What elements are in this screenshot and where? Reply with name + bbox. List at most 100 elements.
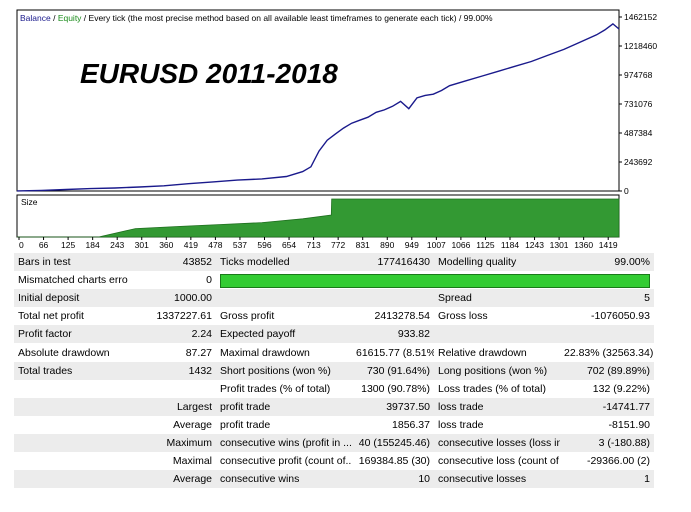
report-cell-label-b: profit trade	[216, 415, 352, 434]
chart-svg: Balance / Equity / Every tick (the most …	[16, 9, 657, 250]
y-tick-label: 487384	[624, 128, 653, 138]
x-tick-label: 0	[19, 240, 24, 250]
y-tick-label: 974768	[624, 70, 653, 80]
legend-mode: Every tick (the most precise method base…	[89, 13, 457, 23]
report-cell-label-c: consecutive losses (loss in ...	[434, 433, 560, 453]
report-cell-value-a: 1432	[128, 361, 216, 380]
legend-equity: Equity	[58, 13, 82, 23]
x-tick-label: 66	[39, 240, 49, 250]
report-cell-value-a: 1337227.61	[128, 307, 216, 326]
report-cell-label-a	[14, 397, 128, 416]
report-body: Bars in test 43852 Ticks modelled 177416430…	[14, 253, 654, 489]
report-cell-label-b: Maximal drawdown	[216, 343, 352, 362]
report-cell-label-c: Gross loss	[434, 307, 560, 326]
x-tick-label: 713	[307, 240, 321, 250]
modelling-quality-bar-cell	[216, 271, 654, 290]
report-cell-label-b: Expected payoff	[216, 325, 352, 344]
report-row: Total trades 1432 Short positions (won %) 7…	[14, 361, 654, 380]
report-cell-value-a: Maximal	[128, 452, 216, 471]
chart-area: Balance / Equity / Every tick (the most …	[0, 0, 691, 252]
report-cell-value-b: 10	[352, 470, 434, 489]
balance-series-group	[16, 23, 620, 192]
x-tick-label: 125	[61, 240, 75, 250]
report-table: Bars in test 43852 Ticks modelled 177416430…	[14, 253, 654, 489]
report-cell-label-a	[14, 415, 128, 434]
x-tick-label: 949	[405, 240, 419, 250]
report-cell-value-b: 40 (155245.46)	[352, 433, 434, 453]
x-axis-ticks: 0 66 125 184 243 301 360 419 478 537 596 654 713 772 8…	[18, 237, 618, 250]
report-cell-label-c: consecutive loss (count of l...	[434, 452, 560, 471]
report-cell-value-a: 43852	[128, 253, 216, 272]
x-tick-label: 419	[184, 240, 198, 250]
report-cell-value-b	[352, 289, 434, 308]
x-tick-label: 537	[233, 240, 247, 250]
report-row: Profit trades (% of total) 1300 (90.78%) L…	[14, 379, 654, 398]
x-tick-label: 478	[208, 240, 222, 250]
x-tick-label: 1301	[550, 240, 569, 250]
report-cell-label-b	[216, 289, 352, 308]
report-cell-value-c	[560, 325, 654, 344]
report-cell-label-c: Spread	[434, 289, 560, 308]
y-tick-label: 243692	[624, 157, 653, 167]
report-cell-value-b: 177416430	[352, 253, 434, 272]
report-cell-label-a: Mismatched charts errors	[14, 271, 128, 290]
report-cell-value-c: -8151.90	[560, 415, 654, 434]
report-cell-value-a: 0	[128, 271, 216, 290]
report-row: Initial deposit 1000.00 Spread 5	[14, 289, 654, 308]
size-label: Size	[21, 197, 38, 207]
report-cell-label-c: loss trade	[434, 397, 560, 416]
modelling-quality-bar	[220, 274, 650, 289]
x-tick-label: 654	[282, 240, 296, 250]
x-tick-label: 1125	[476, 240, 495, 250]
report-cell-label-a: Bars in test	[14, 253, 128, 272]
report-cell-value-c: -14741.77	[560, 397, 654, 416]
x-tick-label: 301	[135, 240, 149, 250]
report-cell-label-c: Long positions (won %)	[434, 361, 560, 380]
report-cell-value-b: 1856.37	[352, 415, 434, 434]
report-cell-value-c: 5	[560, 289, 654, 308]
report-cell-value-a: 2.24	[128, 325, 216, 344]
x-tick-label: 831	[356, 240, 370, 250]
report-cell-value-a: Largest	[128, 397, 216, 416]
y-tick-label: 1218460	[624, 41, 657, 51]
report-cell-value-b: 61615.77 (8.51%)	[352, 343, 434, 362]
size-area	[17, 198, 620, 238]
x-tick-label: 360	[159, 240, 173, 250]
report-cell-value-b: 39737.50	[352, 397, 434, 416]
report-cell-label-b: profit trade	[216, 397, 352, 416]
balance-panel-frame	[16, 9, 620, 192]
x-tick-label: 1066	[451, 240, 470, 250]
report-cell-value-b: 1300 (90.78%)	[352, 379, 434, 398]
overlay-title: EURUSD 2011-2018	[80, 58, 338, 89]
report-row: Total net profit 1337227.61 Gross profit 24…	[14, 307, 654, 326]
report-cell-label-a	[14, 452, 128, 471]
x-tick-label: 1360	[574, 240, 593, 250]
report-cell-value-c: 1	[560, 470, 654, 489]
y-tick-label: 731076	[624, 99, 653, 109]
report-row: Maximal consecutive profit (count of... 16…	[14, 452, 654, 471]
x-tick-label: 596	[257, 240, 271, 250]
y-tick-label: 1462152	[624, 12, 657, 22]
report-cell-label-a	[14, 470, 128, 489]
report-cell-label-b: Gross profit	[216, 307, 352, 326]
report-row: Profit factor 2.24 Expected payoff 933.82	[14, 325, 654, 344]
report-row: Mismatched charts errors 0	[14, 271, 654, 290]
report-row: Largest profit trade 39737.50 loss trade -14…	[14, 397, 654, 416]
report-cell-value-b: 730 (91.64%)	[352, 361, 434, 380]
report-cell-value-a: 87.27	[128, 343, 216, 362]
report-cell-label-b: Short positions (won %)	[216, 361, 352, 380]
report-cell-label-c	[434, 325, 560, 344]
report-cell-value-c: 702 (89.89%)	[560, 361, 654, 380]
report-cell-label-a: Total net profit	[14, 307, 128, 326]
report-row: Average profit trade 1856.37 loss trade -815…	[14, 415, 654, 434]
report-cell-label-b: consecutive wins	[216, 470, 352, 489]
x-tick-label: 243	[110, 240, 124, 250]
report-cell-label-b: Ticks modelled	[216, 253, 352, 272]
report-cell-value-b: 169384.85 (30)	[352, 452, 434, 471]
y-axis-ticks: 1462152 1218460 974768 731076 487384 243692 0	[619, 12, 657, 196]
y-tick-label: 0	[624, 186, 629, 196]
report-cell-value-c: -29366.00 (2)	[560, 452, 654, 471]
report-cell-label-a: Absolute drawdown	[14, 343, 128, 362]
report-row: Maximum consecutive wins (profit in ... 40…	[14, 433, 654, 453]
report-cell-value-c: 22.83% (32563.34)	[560, 343, 654, 362]
